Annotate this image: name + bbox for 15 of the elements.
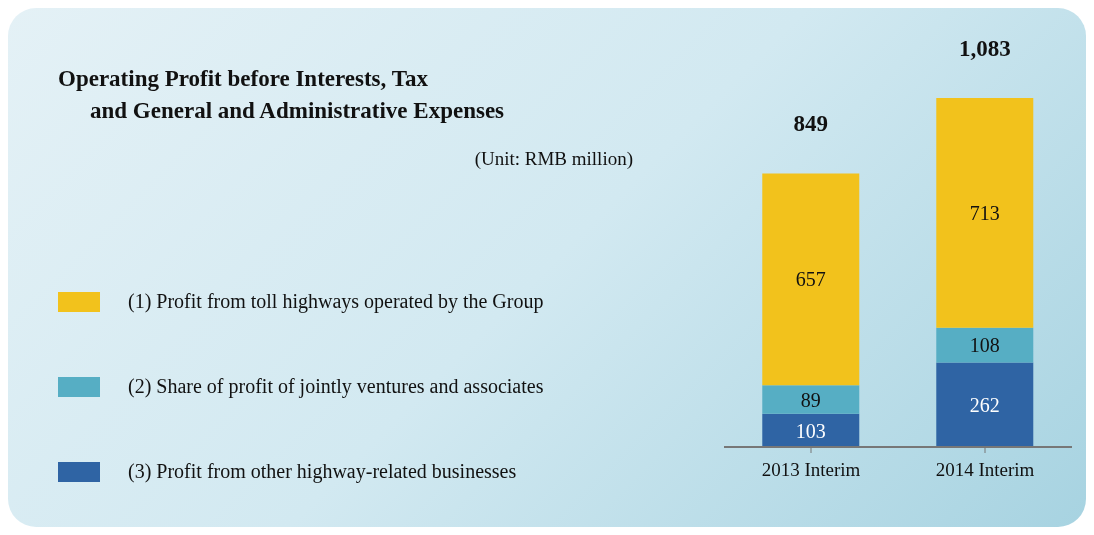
x-tick-label: 2014 Interim <box>935 459 1035 481</box>
legend-label: (3) Profit from other highway-related businesses <box>128 460 517 483</box>
data-label: 262 <box>969 393 1000 416</box>
total-label: 1,083 <box>958 36 1011 61</box>
text: Operating Profit before Interests, Tax and General and Administrative Expenses <box>58 65 506 125</box>
legend-label: (1) Profit from toll highways operated by the Group <box>128 290 544 313</box>
data-label: 713 <box>969 201 1000 224</box>
text: (Unit: RMB million) <box>473 148 633 170</box>
data-label: 657 <box>795 268 826 291</box>
data-label: 89 <box>800 388 821 411</box>
total-label: 849 <box>793 111 829 137</box>
data-label: 103 <box>795 419 826 442</box>
data-label: 108 <box>969 334 1000 357</box>
x-tick-label: 2013 Interim <box>761 459 861 481</box>
legend-label: (2) Share of profit of jointly ventures and associates <box>128 375 544 398</box>
